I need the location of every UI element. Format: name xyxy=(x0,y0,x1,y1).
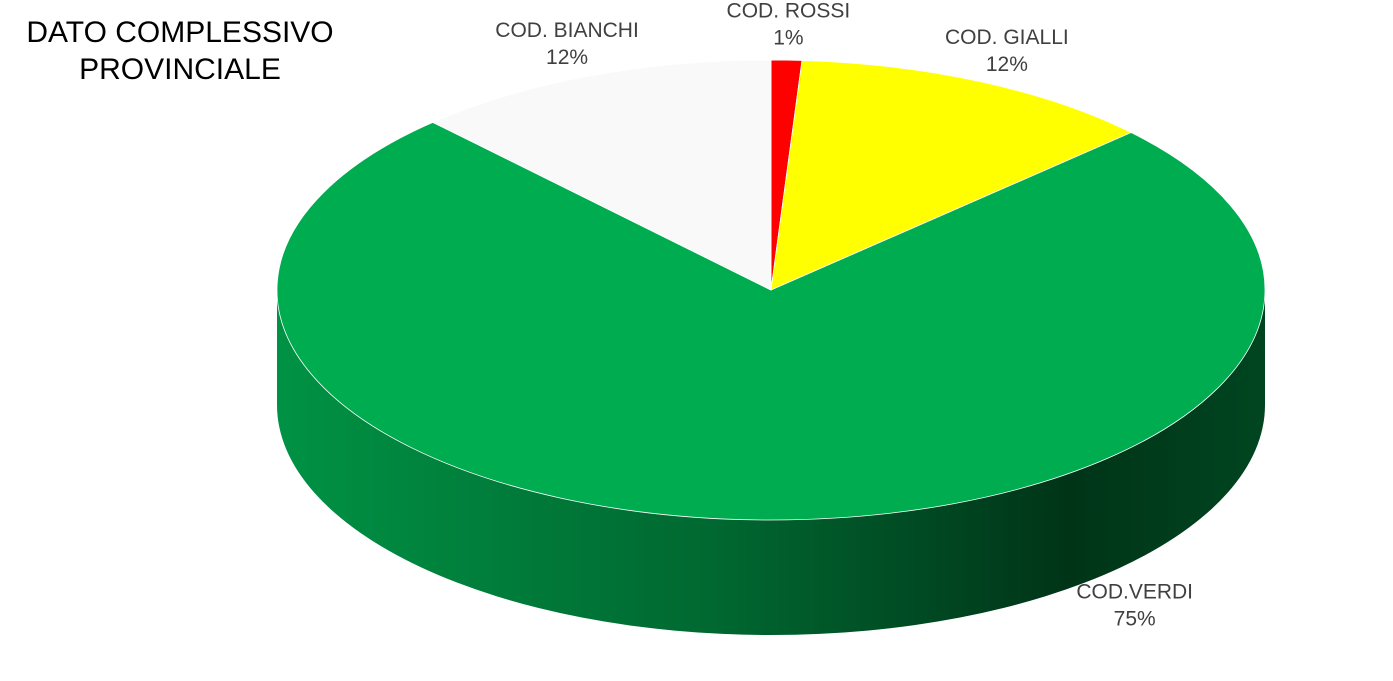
data-label-value: 12% xyxy=(986,53,1028,76)
data-label-value: 75% xyxy=(1114,607,1156,630)
slice xyxy=(431,59,772,291)
slice xyxy=(770,60,1133,291)
data-label-value: 1% xyxy=(773,27,803,50)
chart-title: DATO COMPLESSIVO PROVINCIALE xyxy=(26,16,334,86)
data-label-value: 12% xyxy=(546,46,588,69)
slice-side xyxy=(277,290,1265,635)
data-label-name: COD.VERDI xyxy=(1076,580,1193,603)
data-label-name: COD. GIALLI xyxy=(945,26,1069,49)
data-label-name: COD. BIANCHI xyxy=(495,19,639,42)
data-label-name: COD. ROSSI xyxy=(727,0,851,23)
slice xyxy=(276,121,1266,521)
